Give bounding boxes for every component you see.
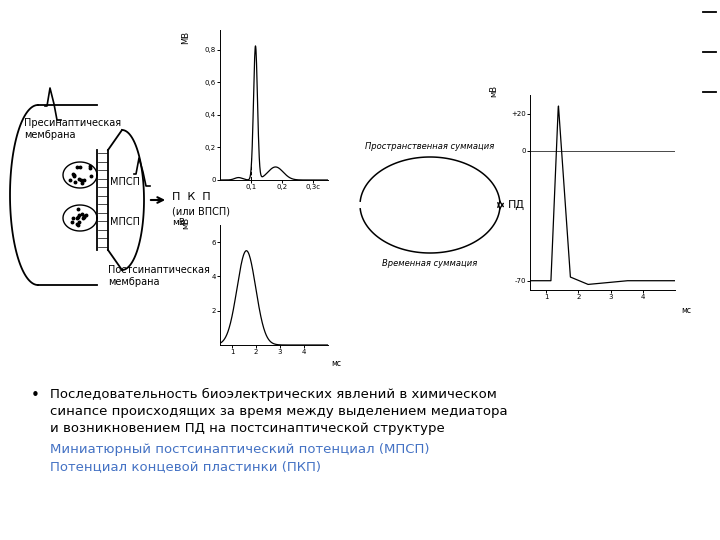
Text: П  К  П: П К П [172,192,211,202]
Text: Последовательность биоэлектрических явлений в химическом: Последовательность биоэлектрических явле… [50,388,497,401]
Y-axis label: МВ: МВ [181,31,190,44]
X-axis label: мс: мс [682,306,692,315]
Text: Потенциал концевой пластинки (ПКП): Потенциал концевой пластинки (ПКП) [50,460,321,473]
Text: Временная суммация: Временная суммация [382,259,477,268]
Text: мембрана: мембрана [24,130,76,140]
Text: МПСП: МПСП [110,217,140,227]
Text: мембрана: мембрана [108,277,160,287]
Text: (или ВПСП): (или ВПСП) [172,206,230,216]
Polygon shape [63,162,97,188]
Text: •: • [30,388,40,403]
Y-axis label: мВ: мВ [489,85,498,97]
X-axis label: мс: мс [332,360,342,368]
Y-axis label: мВ: мВ [181,217,190,228]
Text: МПСП: МПСП [110,177,140,187]
Text: Миниатюрный постсинаптический потенциал (МПСП): Миниатюрный постсинаптический потенциал … [50,443,430,456]
Text: мВ: мВ [172,218,185,227]
Text: Постсинаптическая: Постсинаптическая [108,265,210,275]
Text: Пространственная суммация: Пространственная суммация [365,142,495,151]
Text: синапсе происходящих за время между выделением медиатора: синапсе происходящих за время между выде… [50,405,508,418]
Text: и возникновением ПД на постсинаптической структуре: и возникновением ПД на постсинаптической… [50,422,445,435]
Text: Пресинаптическая: Пресинаптическая [24,118,121,128]
Polygon shape [63,205,97,231]
Text: ПД: ПД [508,200,525,210]
